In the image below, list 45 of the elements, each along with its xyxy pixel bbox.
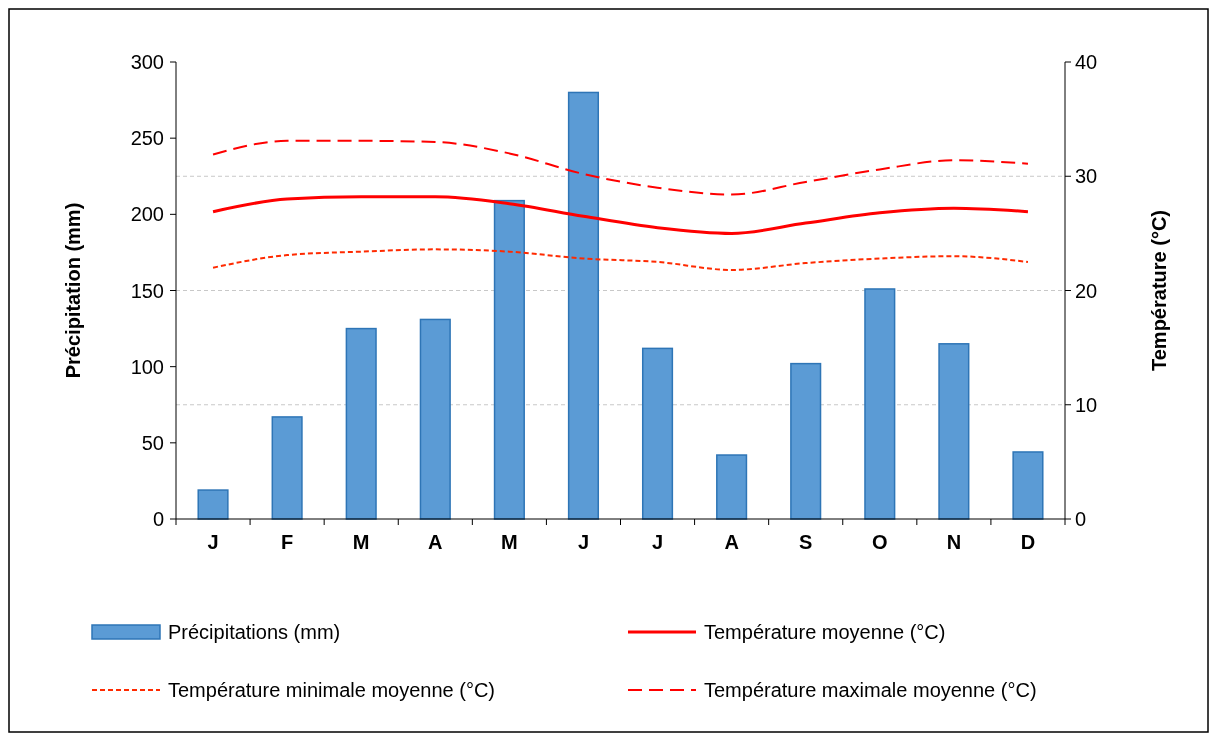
line-series	[212, 139, 1029, 196]
bar	[567, 91, 600, 520]
y-tick-label: 150	[130, 279, 164, 302]
line-series	[211, 195, 1030, 235]
x-tick-label: O	[872, 531, 888, 553]
legend-label: Température moyenne (°C)	[704, 621, 946, 643]
y-tick-label: 300	[130, 51, 164, 73]
x-tick-label: N	[946, 531, 962, 553]
y-axis-title: Précipitation (mm)	[62, 202, 84, 379]
bar	[197, 489, 229, 520]
y2-tick-label: 40	[1075, 51, 1098, 73]
y-tick-label: 100	[130, 355, 164, 378]
y-tick-label: 50	[141, 431, 164, 454]
x-tick-label: J	[577, 531, 590, 553]
y2-axis-title: Température (°C)	[1148, 210, 1170, 371]
y-tick-label: 0	[152, 508, 164, 530]
x-tick-label: M	[352, 531, 370, 553]
x-tick-label: A	[724, 531, 739, 553]
y2-tick-label: 30	[1075, 165, 1098, 188]
bar	[493, 199, 525, 520]
legend-label: Précipitations (mm)	[168, 621, 341, 643]
y2-tick-label: 0	[1075, 508, 1087, 530]
y2-tick-label: 20	[1075, 279, 1098, 302]
bar	[938, 343, 970, 520]
y-tick-label: 200	[130, 203, 164, 226]
legend-label: Température maximale moyenne (°C)	[704, 679, 1037, 701]
y2-tick-label: 10	[1075, 393, 1098, 416]
y-tick-label: 250	[130, 127, 164, 150]
x-tick-label: J	[651, 531, 664, 553]
bar	[641, 347, 674, 520]
line-series	[212, 248, 1029, 271]
bar	[419, 318, 451, 520]
bar	[716, 454, 748, 520]
x-tick-label: D	[1020, 531, 1036, 553]
bar	[271, 416, 303, 520]
x-tick-label: J	[207, 531, 219, 553]
legend-label: Température minimale moyenne (°C)	[168, 679, 496, 701]
bar	[790, 362, 822, 520]
bar	[1012, 451, 1044, 520]
bar	[345, 327, 377, 520]
x-tick-label: M	[501, 531, 518, 553]
x-tick-label: F	[281, 531, 294, 553]
x-tick-label: S	[799, 531, 813, 553]
x-tick-label: A	[428, 531, 443, 553]
bar	[864, 288, 896, 520]
